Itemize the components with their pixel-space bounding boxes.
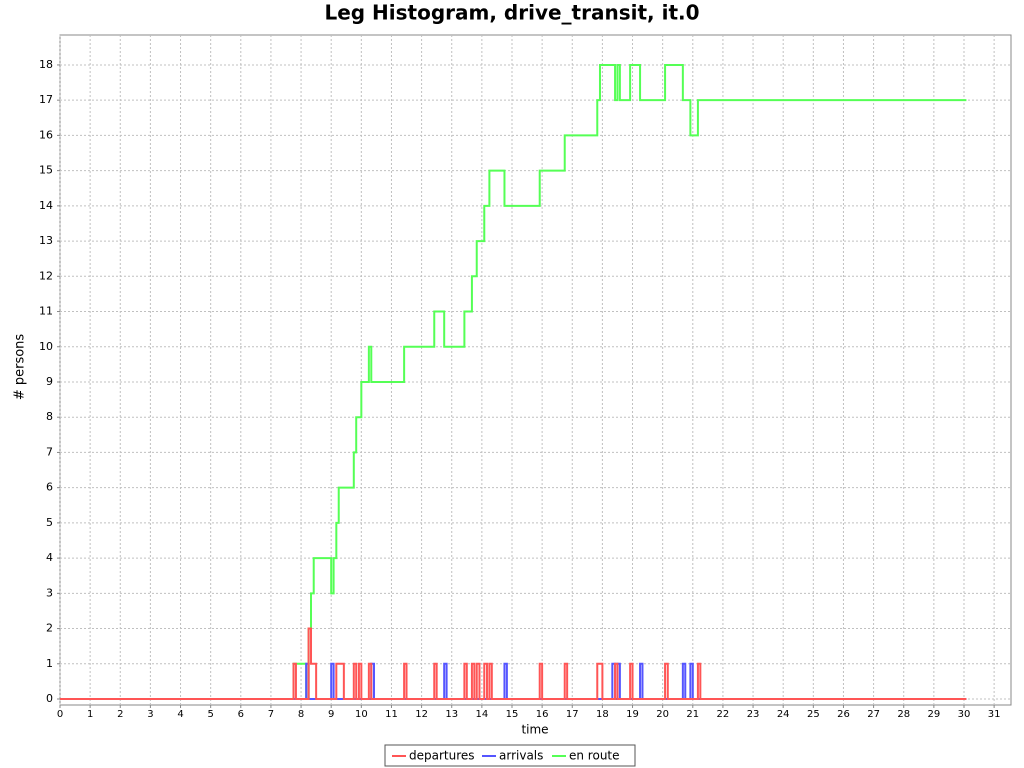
y-tick-label: 3 [46,586,53,599]
legend-label: arrivals [499,749,543,763]
x-tick-label: 29 [927,709,940,720]
x-tick-label: 16 [536,709,549,720]
y-axis-label: # persons [13,334,28,401]
x-tick-label: 30 [958,709,971,720]
y-tick-label: 1 [46,657,53,670]
x-tick-label: 18 [596,709,609,720]
x-tick-label: 14 [475,709,488,720]
x-tick-label: 22 [717,709,730,720]
y-tick-label: 14 [39,199,53,212]
x-tick-label: 27 [867,709,880,720]
x-tick-label: 1 [87,709,93,720]
x-tick-label: 26 [837,709,850,720]
y-tick-label: 12 [39,269,53,282]
x-tick-label: 2 [117,709,123,720]
x-tick-label: 9 [328,709,334,720]
x-tick-label: 23 [747,709,760,720]
y-tick-label: 9 [46,375,53,388]
y-tick-label: 0 [46,692,53,705]
x-tick-label: 5 [207,709,213,720]
x-tick-label: 11 [385,709,398,720]
x-tick-label: 8 [298,709,304,720]
y-tick-label: 6 [46,481,53,494]
x-tick-label: 20 [656,709,669,720]
x-axis-label: time [521,723,548,737]
y-tick-label: 10 [39,340,53,353]
series-line [60,627,967,701]
legend-box [384,744,636,767]
x-tick-label: 28 [897,709,910,720]
y-tick-label: 7 [46,445,53,458]
x-tick-label: 15 [506,709,519,720]
x-tick-label: 24 [777,709,790,720]
y-tick-label: 16 [39,128,53,141]
y-tick-label: 2 [46,622,53,635]
y-tick-label: 15 [39,164,53,177]
y-tick-label: 11 [39,305,53,318]
x-tick-label: 31 [988,709,1001,720]
y-tick-label: 17 [39,93,53,106]
x-tick-label: 3 [147,709,153,720]
x-tick-label: 7 [268,709,274,720]
y-tick-label: 5 [46,516,53,529]
series-line [60,63,967,701]
legend-label: departures [409,749,475,763]
legend: departures arrivals en route [384,744,636,767]
x-tick-label: 6 [238,709,244,720]
chart-title: Leg Histogram, drive_transit, it.0 [324,1,699,25]
y-tick-label: 4 [46,551,53,564]
x-tick-label: 19 [626,709,639,720]
legend-label: en route [569,749,620,763]
x-tick-label: 4 [177,709,183,720]
x-tick-label: 12 [415,709,428,720]
x-tick-label: 25 [807,709,820,720]
x-tick-label: 17 [566,709,579,720]
x-tick-label: 21 [686,709,699,720]
y-tick-label: 18 [39,58,53,71]
y-tick-label: 13 [39,234,53,247]
x-tick-label: 10 [355,709,368,720]
lines [60,63,967,701]
x-tick-label: 0 [57,709,63,720]
y-tick-label: 8 [46,410,53,423]
x-tick-label: 13 [445,709,458,720]
